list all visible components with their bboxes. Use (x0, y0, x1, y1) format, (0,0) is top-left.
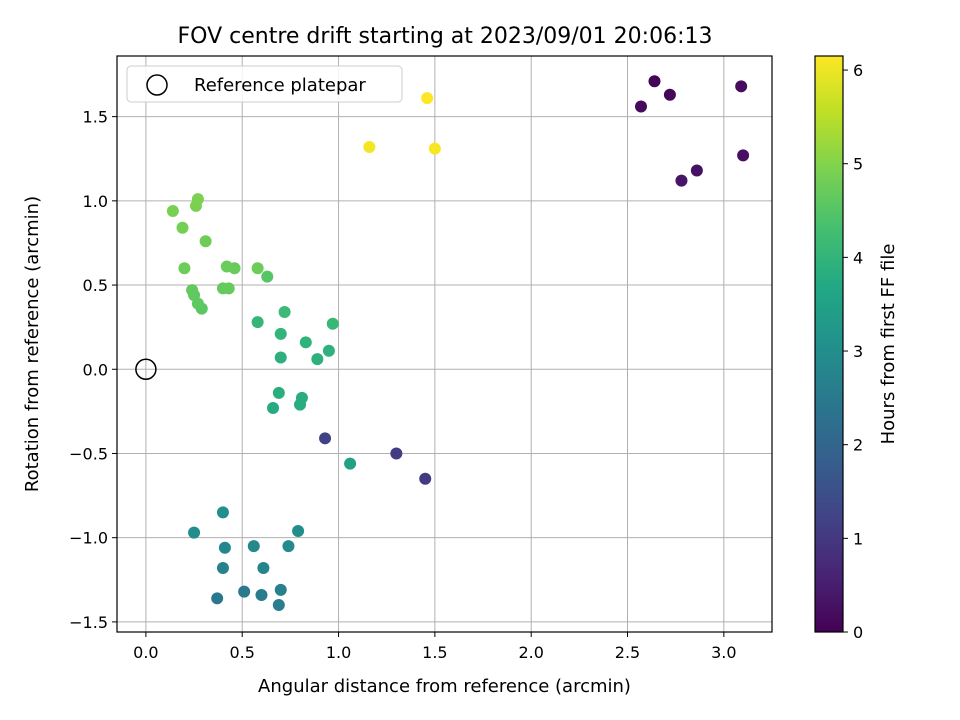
y-tick-label: −1.0 (69, 529, 108, 548)
x-tick-label: 2.5 (615, 643, 640, 662)
data-point (178, 262, 191, 275)
x-tick-label: 2.0 (518, 643, 543, 662)
data-point (176, 221, 189, 234)
data-point (635, 100, 647, 113)
data-point (648, 75, 661, 88)
data-point (261, 270, 274, 283)
colorbar-tick-label: 4 (853, 248, 863, 267)
data-point (272, 386, 285, 399)
data-point (218, 541, 231, 554)
data-point (247, 540, 260, 553)
data-point (166, 204, 179, 217)
data-point (222, 282, 235, 295)
grid (117, 56, 772, 632)
y-tick-label: 1.0 (83, 192, 108, 211)
data-point (211, 592, 224, 605)
data-point (199, 235, 212, 248)
data-point (274, 583, 287, 596)
data-point (319, 432, 332, 445)
data-point (186, 284, 199, 297)
y-tick-label: 1.5 (83, 108, 108, 127)
colorbar-tick-label: 5 (853, 155, 863, 174)
data-point (299, 336, 312, 349)
y-tick-label: −0.5 (69, 444, 108, 463)
data-point (421, 92, 434, 105)
colorbar-ticks: 0 1 2 3 4 5 6 (843, 61, 863, 642)
colorbar-tick-label: 3 (853, 342, 863, 361)
y-axis-ticks: −1.5 −1.0 −0.5 0.0 0.5 1.0 1.5 (69, 108, 117, 632)
data-point (390, 447, 403, 460)
y-axis-label: Rotation from reference (arcmin) (22, 196, 43, 492)
plot-frame (116, 55, 773, 633)
x-tick-label: 1.0 (326, 643, 351, 662)
data-point (419, 472, 432, 485)
data-point (311, 353, 324, 366)
colorbar-tick-label: 1 (853, 529, 863, 548)
colorbar-tick-label: 2 (853, 436, 863, 455)
data-point (322, 344, 335, 357)
data-point (737, 149, 750, 162)
reference-platepar-marker (135, 358, 157, 381)
x-tick-label: 3.0 (711, 643, 736, 662)
data-point (363, 140, 376, 153)
data-point (690, 164, 703, 177)
colorbar: 0 1 2 3 4 5 6 Hours from first FF file (814, 55, 899, 642)
legend-label: Reference platepar (194, 75, 366, 96)
data-point (188, 526, 201, 539)
data-point (255, 588, 268, 601)
data-point (251, 316, 264, 329)
data-point (735, 80, 748, 93)
data-point (663, 88, 676, 101)
chart-title: FOV centre drift starting at 2023/09/01 … (178, 24, 713, 49)
data-point (191, 193, 204, 206)
legend-box (126, 65, 403, 103)
colorbar-tick-label: 6 (853, 61, 863, 80)
data-point (675, 174, 688, 187)
data-point (267, 402, 280, 414)
legend: Reference platepar (126, 65, 403, 103)
data-point (274, 351, 287, 364)
data-point (251, 262, 264, 275)
data-point (216, 562, 229, 574)
data-point (428, 142, 441, 155)
data-point (220, 260, 233, 273)
data-point (292, 524, 305, 537)
data-point (344, 457, 357, 470)
data-point (326, 317, 339, 330)
legend-marker (146, 74, 168, 96)
colorbar-gradient (814, 55, 844, 633)
x-axis-ticks: 0.0 0.5 1.0 1.5 2.0 2.5 3.0 (133, 632, 737, 662)
x-tick-label: 0.5 (229, 643, 254, 662)
data-point (274, 327, 287, 340)
data-point (282, 540, 295, 553)
x-tick-label: 0.0 (133, 643, 158, 662)
y-tick-label: 0.0 (83, 360, 108, 379)
y-tick-label: 0.5 (83, 276, 108, 295)
y-tick-label: −1.5 (69, 613, 108, 632)
data-point (272, 599, 285, 612)
data-point (278, 306, 291, 318)
x-tick-label: 1.5 (422, 643, 447, 662)
colorbar-tick-label: 0 (853, 623, 863, 642)
data-point (238, 585, 251, 598)
data-point (216, 506, 229, 519)
data-point (295, 391, 308, 404)
data-point (257, 562, 270, 574)
scatter-points (166, 75, 750, 612)
x-axis-label: Angular distance from reference (arcmin) (258, 676, 631, 697)
colorbar-label: Hours from first FF file (878, 244, 899, 445)
